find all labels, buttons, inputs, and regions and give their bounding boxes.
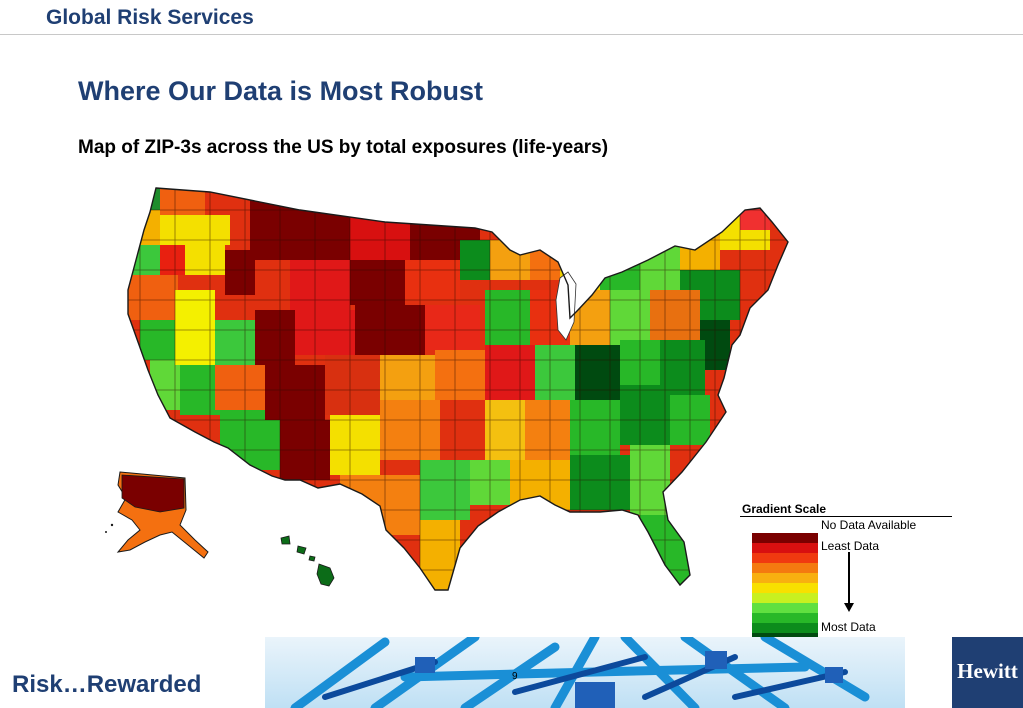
region <box>535 345 575 400</box>
legend-swatch <box>752 593 818 603</box>
region <box>295 310 355 355</box>
legend-swatch <box>752 583 818 593</box>
slide-title: Where Our Data is Most Robust <box>78 76 484 106</box>
region <box>325 355 380 415</box>
region <box>255 310 295 365</box>
region <box>640 515 700 590</box>
alaska <box>105 471 209 559</box>
legend-swatch <box>752 533 818 543</box>
region <box>380 400 440 460</box>
us-map-svg <box>105 187 789 591</box>
hewitt-logo-text: Hewitt <box>957 659 1018 683</box>
lake-michigan <box>555 271 577 341</box>
region <box>160 245 185 275</box>
footer-tagline: Risk…Rewarded <box>12 671 202 698</box>
region <box>610 290 650 345</box>
legend-swatch <box>752 613 818 623</box>
region <box>128 275 178 320</box>
region <box>640 240 680 290</box>
region <box>420 460 470 520</box>
region <box>485 400 525 460</box>
region <box>340 475 420 535</box>
page-number: 9 <box>512 671 518 682</box>
region <box>530 235 560 280</box>
region <box>645 290 700 340</box>
region <box>250 200 350 260</box>
region <box>570 455 630 510</box>
legend-swatch <box>752 623 818 633</box>
header-divider <box>0 34 1023 35</box>
hewitt-logo: Hewitt <box>952 637 1023 708</box>
legend-swatch <box>752 573 818 583</box>
region <box>460 240 490 280</box>
region <box>525 400 570 460</box>
region <box>215 320 255 365</box>
region <box>485 290 530 345</box>
gradient-scale-legend: Gradient Scale No Data Available Least D… <box>740 500 955 643</box>
legend-swatch <box>752 603 818 613</box>
region <box>570 400 620 455</box>
contiguous-us-regions <box>128 188 788 590</box>
region <box>405 260 460 300</box>
header-title: Global Risk Services <box>46 6 254 29</box>
down-arrow-icon <box>844 603 854 612</box>
region <box>175 290 215 365</box>
region <box>440 400 485 460</box>
region <box>350 210 410 260</box>
region <box>510 460 570 510</box>
region <box>620 385 670 445</box>
region <box>435 350 485 400</box>
region <box>485 345 535 400</box>
legend-title: Gradient Scale <box>742 502 827 516</box>
region <box>140 320 180 360</box>
region <box>680 230 720 270</box>
legend-rule <box>740 516 952 517</box>
region <box>570 290 610 345</box>
region <box>490 240 530 280</box>
legend-swatch <box>752 553 818 563</box>
region <box>330 415 380 475</box>
slide-subtitle: Map of ZIP-3s across the US by total exp… <box>78 137 609 158</box>
hawaii <box>280 535 335 587</box>
legend-most-label: Most Data <box>821 620 876 634</box>
region <box>290 260 350 310</box>
us-zip3-exposure-map <box>100 180 800 595</box>
region <box>160 188 205 215</box>
geodesic-structure-graphic <box>290 637 870 708</box>
region <box>215 365 265 410</box>
legend-swatches <box>752 533 818 643</box>
legend-arrow-line <box>848 552 850 604</box>
region <box>425 305 480 350</box>
region <box>185 245 225 275</box>
region <box>380 355 435 400</box>
legend-swatch <box>752 543 818 553</box>
region <box>265 365 325 420</box>
region <box>420 520 460 590</box>
legend-swatch <box>752 563 818 573</box>
footer-banner <box>265 637 905 708</box>
legend-least-label: Least Data <box>821 539 880 553</box>
region <box>575 345 620 400</box>
legend-no-data-label: No Data Available <box>821 518 917 532</box>
region <box>350 260 405 305</box>
